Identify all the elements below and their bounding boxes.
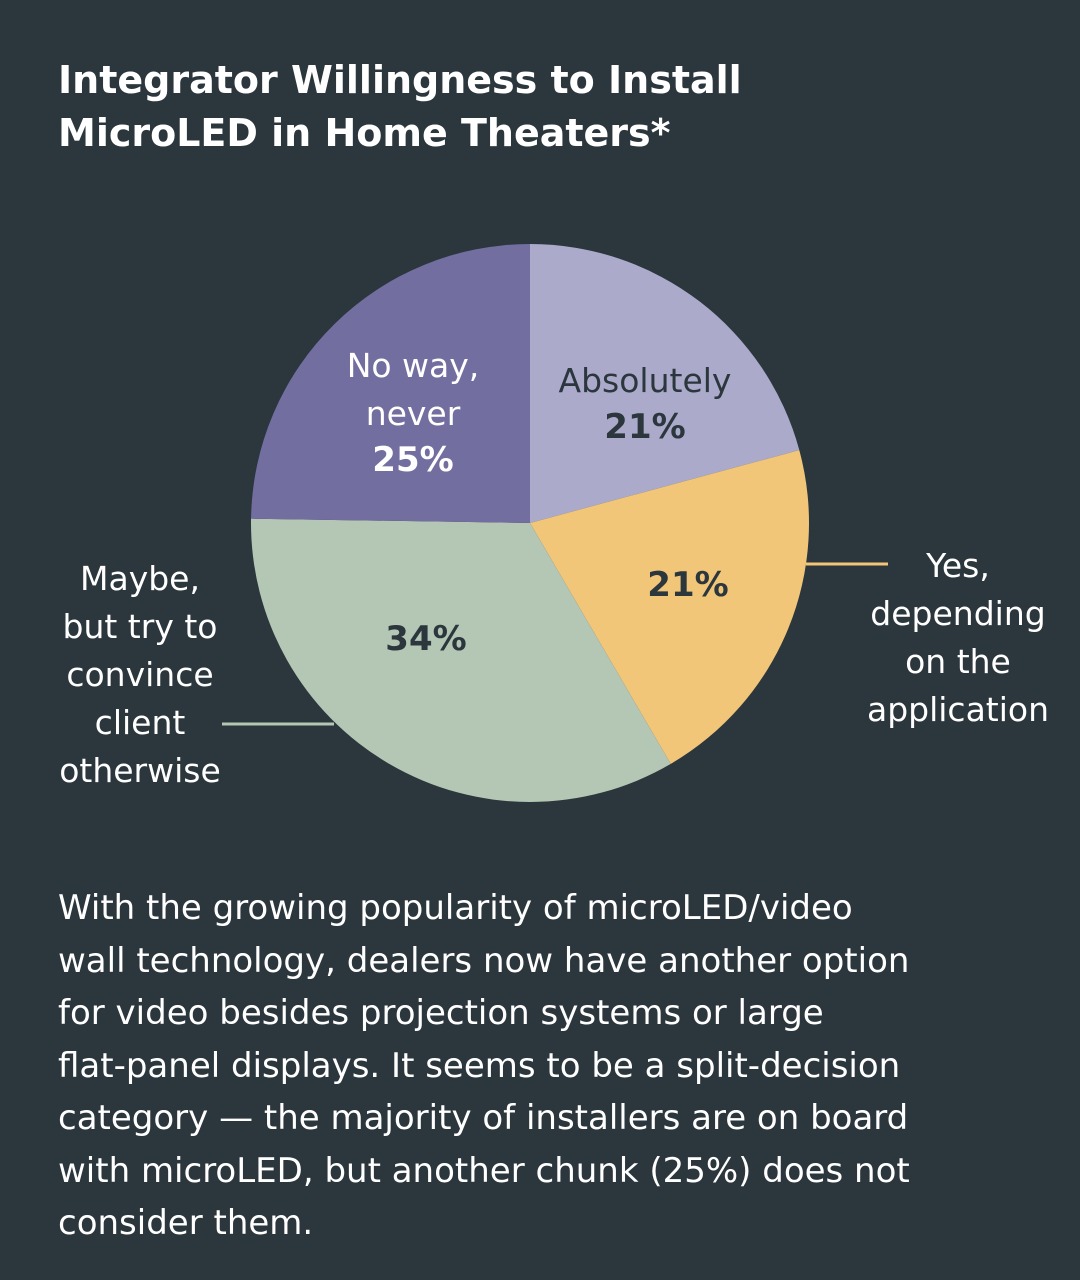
- pie-chart: Absolutely 21% Yes, depending on the applicat…: [59, 244, 1049, 802]
- slice-value-yes-depending-on-the-application: 21%: [647, 565, 728, 605]
- slice-label-line: never: [366, 394, 461, 433]
- chart-title-line-1: Integrator Willingness to Install: [58, 58, 742, 102]
- pie-slice-no-way-never: [251, 244, 530, 523]
- pie-slice-maybe-but-try-to-convince-client-otherwise: [250, 518, 671, 802]
- caption-line: flat-panel displays. It seems to be a sp…: [58, 1045, 901, 1086]
- caption-line: wall technology, dealers now have anothe…: [58, 940, 910, 981]
- slice-value-absolutely: 21%: [604, 407, 685, 447]
- caption-line: consider them.: [58, 1203, 314, 1243]
- slice-label-line: Maybe,: [80, 559, 200, 598]
- slice-label-line: Yes,: [925, 546, 990, 585]
- slice-label-maybe-but-try-to-convince-client-otherwise: Maybe, but try to convince client otherwise: [59, 559, 221, 790]
- slice-label-line: convince: [66, 655, 213, 694]
- slice-label-no-way-never: No way, never: [347, 346, 480, 433]
- caption: With the growing popularity of microLED/…: [58, 882, 1028, 1250]
- pie-labels: Absolutely 21% Yes, depending on the applicat…: [59, 346, 1049, 790]
- chart-title: Integrator Willingness to Install MicroL…: [58, 54, 1018, 160]
- caption-line: with microLED, but another chunk (25%) d…: [58, 1150, 910, 1191]
- caption-line: With the growing popularity of microLED/…: [58, 888, 853, 928]
- slice-label-line: but try to: [63, 607, 218, 646]
- caption-line: category — the majority of installers ar…: [58, 1098, 909, 1138]
- slice-label-line: on the: [905, 642, 1011, 681]
- slice-label-line: No way,: [347, 346, 480, 385]
- slice-label-line: client: [95, 703, 186, 742]
- slice-value-no-way-never: 25%: [372, 440, 453, 480]
- caption-line: for video besides projection systems or …: [58, 993, 824, 1033]
- slice-label-yes-depending-on-the-application: Yes, depending on the application: [867, 546, 1049, 729]
- chart-title-line-2: MicroLED in Home Theaters*: [58, 111, 671, 155]
- pie-slice-absolutely: [530, 244, 800, 523]
- leader-lines: [222, 562, 888, 726]
- slice-label-absolutely: Absolutely: [559, 361, 732, 400]
- slice-label-line: Absolutely: [559, 361, 732, 400]
- slice-value-maybe-but-try-to-convince-client-otherwise: 34%: [385, 619, 466, 659]
- slice-label-line: depending: [870, 594, 1045, 633]
- pie-slice-yes-depending-on-the-application: [530, 450, 810, 764]
- slice-label-line: otherwise: [59, 751, 221, 790]
- pie-slices: [250, 244, 810, 802]
- slice-label-line: application: [867, 690, 1049, 729]
